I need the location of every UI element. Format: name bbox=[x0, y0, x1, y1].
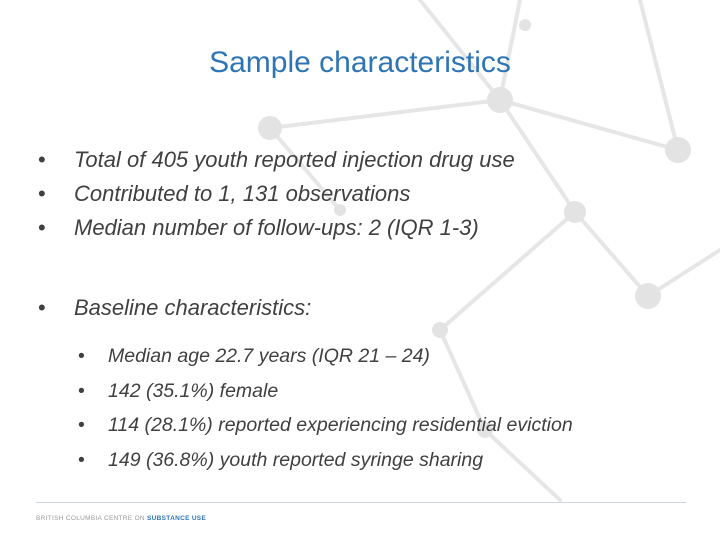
bullet-list: Total of 405 youth reported injection dr… bbox=[38, 143, 678, 477]
slide-title: Sample characteristics bbox=[209, 46, 511, 79]
bullet-item: Median number of follow-ups: 2 (IQR 1-3) bbox=[38, 211, 678, 245]
baseline-list: Median age 22.7 years (IQR 21 – 24) 142 … bbox=[78, 339, 678, 477]
baseline-item: 142 (35.1%) female bbox=[78, 374, 678, 409]
footer-prefix: BRITISH COLUMBIA CENTRE ON bbox=[36, 515, 145, 522]
spacer bbox=[38, 245, 678, 291]
footer-divider bbox=[36, 502, 686, 503]
footer-emphasis: SUBSTANCE USE bbox=[147, 515, 207, 522]
footer-logo-text: BRITISH COLUMBIA CENTRE ON SUBSTANCE USE bbox=[36, 515, 206, 522]
baseline-item: 149 (36.8%) youth reported syringe shari… bbox=[78, 443, 678, 478]
bullet-item: Total of 405 youth reported injection dr… bbox=[38, 143, 678, 177]
baseline-item: Median age 22.7 years (IQR 21 – 24) bbox=[78, 339, 678, 374]
baseline-item: 114 (28.1%) reported experiencing reside… bbox=[78, 408, 678, 443]
bullet-item: Contributed to 1, 131 observations bbox=[38, 177, 678, 211]
baseline-heading: Baseline characteristics: bbox=[38, 291, 678, 325]
